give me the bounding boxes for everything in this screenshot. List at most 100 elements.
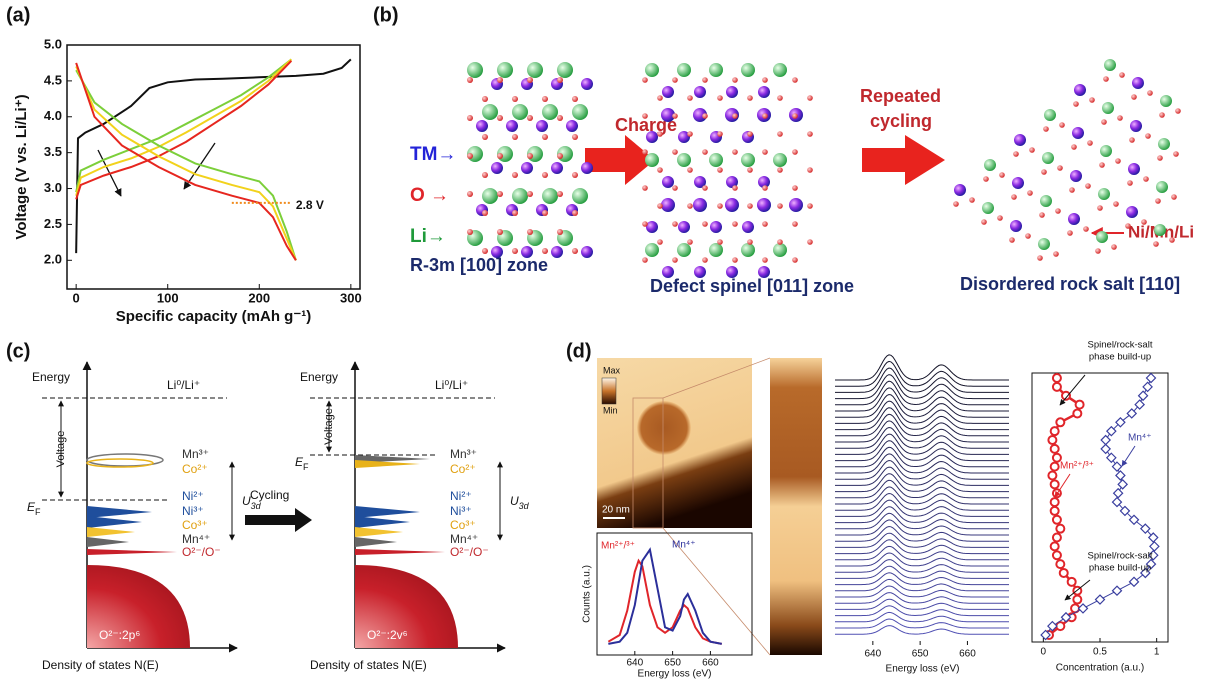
atom bbox=[1009, 237, 1015, 243]
panel-label: (a) bbox=[6, 4, 30, 26]
atom bbox=[557, 77, 563, 83]
atom bbox=[777, 239, 783, 245]
spectrum-line bbox=[835, 426, 1009, 449]
atom bbox=[741, 63, 755, 77]
voltage-curve bbox=[75, 69, 297, 261]
atom bbox=[1073, 101, 1079, 107]
atom bbox=[1057, 165, 1063, 171]
atom bbox=[709, 63, 723, 77]
atom bbox=[1072, 127, 1084, 139]
atom bbox=[758, 176, 770, 188]
y-tick-label: 2.0 bbox=[44, 252, 62, 267]
level-label: Mn³⁺ bbox=[182, 447, 209, 461]
process-arrow bbox=[862, 135, 945, 185]
atom bbox=[491, 246, 503, 258]
voltage-curve bbox=[75, 62, 297, 261]
atom bbox=[642, 257, 648, 263]
profile-marker bbox=[1139, 567, 1151, 579]
atom bbox=[581, 78, 593, 90]
atom bbox=[741, 153, 755, 167]
label-li: Li→ bbox=[410, 226, 446, 247]
voltage-curve bbox=[75, 58, 292, 193]
atom bbox=[1074, 84, 1086, 96]
atom bbox=[527, 191, 533, 197]
plot-frame bbox=[66, 44, 361, 290]
zoom-image bbox=[770, 358, 822, 655]
profile-marker bbox=[1051, 532, 1062, 543]
fermi-symbol: E bbox=[295, 455, 304, 469]
atom bbox=[702, 77, 708, 83]
profile-marker bbox=[1117, 478, 1129, 490]
voltage-curve bbox=[75, 58, 293, 196]
atom bbox=[497, 115, 503, 121]
profile-marker bbox=[1074, 399, 1085, 410]
spectrum-line bbox=[835, 360, 1009, 387]
atom bbox=[709, 153, 723, 167]
label-tm: TM→ bbox=[410, 144, 456, 165]
atom bbox=[792, 149, 798, 155]
atom bbox=[1100, 145, 1112, 157]
atom bbox=[1127, 180, 1133, 186]
atom bbox=[758, 266, 770, 278]
x-tick-label: 300 bbox=[340, 290, 362, 305]
spectrum-line bbox=[835, 559, 1009, 573]
atom bbox=[717, 131, 723, 137]
atom bbox=[482, 188, 498, 204]
spectrum-line bbox=[835, 433, 1009, 455]
profile-marker bbox=[1058, 567, 1069, 578]
atom bbox=[662, 266, 674, 278]
spectrum-line bbox=[835, 572, 1009, 586]
atom bbox=[1089, 97, 1095, 103]
voltage-label: Voltage bbox=[55, 431, 67, 468]
atom bbox=[702, 257, 708, 263]
profile-marker bbox=[1111, 461, 1123, 472]
atom bbox=[694, 86, 706, 98]
atom bbox=[527, 62, 543, 78]
dos-peak bbox=[87, 516, 142, 528]
atom bbox=[672, 77, 678, 83]
dos-peak bbox=[355, 460, 420, 468]
arrow-label: cycling bbox=[870, 111, 932, 131]
profile-marker bbox=[1147, 532, 1159, 543]
x-axis-label: Energy loss (eV) bbox=[886, 664, 960, 675]
x-tick-label: 200 bbox=[248, 290, 270, 305]
plot-frame bbox=[596, 532, 753, 656]
atom bbox=[777, 95, 783, 101]
zoom-line bbox=[662, 357, 771, 399]
profile-marker bbox=[1134, 399, 1146, 410]
atom bbox=[497, 191, 503, 197]
atom bbox=[757, 198, 771, 212]
atom bbox=[1010, 220, 1022, 232]
profile-marker bbox=[1149, 541, 1160, 552]
atom bbox=[807, 95, 813, 101]
atom bbox=[467, 115, 473, 121]
voltage-curve bbox=[75, 58, 352, 254]
empty-state bbox=[86, 458, 154, 468]
band-label: O²⁻:2p⁶ bbox=[99, 628, 140, 642]
atom bbox=[572, 248, 578, 254]
atom bbox=[694, 176, 706, 188]
atom bbox=[747, 131, 753, 137]
spectrum-line bbox=[835, 519, 1009, 536]
atom bbox=[542, 210, 548, 216]
spectrum-line bbox=[835, 354, 1009, 381]
atom bbox=[572, 188, 588, 204]
spectrum-line bbox=[835, 532, 1009, 548]
atom bbox=[512, 172, 518, 178]
profile-marker bbox=[1047, 620, 1058, 632]
spectrum-line bbox=[835, 393, 1009, 418]
u3d-label: U3d bbox=[510, 494, 530, 511]
valence-band bbox=[355, 565, 458, 648]
panel-label: (c) bbox=[6, 340, 30, 362]
x-tick-label: 0 bbox=[1041, 647, 1047, 658]
annotation-arrow bbox=[1064, 579, 1091, 601]
atom bbox=[717, 203, 723, 209]
series-label: Mn⁴⁺ bbox=[672, 540, 695, 551]
profile-marker bbox=[1049, 443, 1060, 454]
profile-marker bbox=[1051, 550, 1062, 561]
colorbar-max: Max bbox=[603, 365, 621, 375]
atom bbox=[1160, 95, 1172, 107]
atom bbox=[542, 248, 548, 254]
atom bbox=[467, 191, 473, 197]
atom bbox=[476, 120, 488, 132]
